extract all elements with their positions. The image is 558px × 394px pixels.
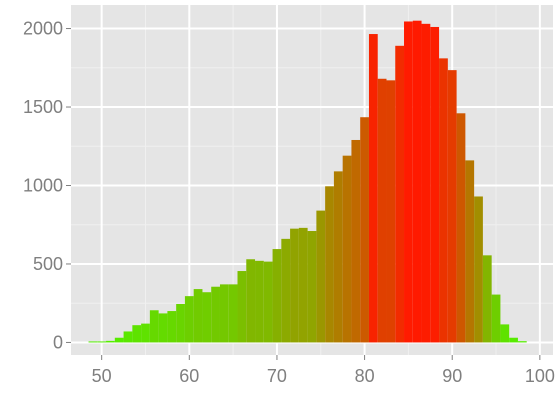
x-axis: 50 60 70 80 90 100 — [92, 355, 555, 386]
histogram-bar — [219, 284, 229, 343]
x-tick-label: 80 — [355, 366, 375, 386]
histogram-bar — [246, 259, 256, 343]
histogram-bar — [351, 139, 361, 343]
y-tick-label: 1000 — [23, 175, 63, 195]
histogram-bar — [237, 271, 247, 343]
histogram-bar — [307, 231, 317, 343]
histogram-bar — [114, 337, 124, 343]
histogram-bar — [123, 331, 133, 343]
histogram-bar — [141, 323, 150, 343]
x-tick-label: 90 — [442, 366, 462, 386]
histogram-bar — [360, 117, 369, 343]
histogram-bar — [272, 249, 282, 343]
y-tick-label: 0 — [53, 332, 63, 352]
histogram-bar — [158, 313, 168, 343]
histogram-bar — [500, 324, 510, 343]
histogram-bar — [439, 58, 448, 343]
histogram-bar — [184, 296, 194, 343]
histogram-bar — [88, 341, 98, 343]
histogram-bar — [412, 20, 422, 343]
x-tick-label: 70 — [267, 366, 287, 386]
histogram-bar — [298, 227, 308, 343]
histogram-bar — [228, 284, 238, 343]
histogram-bar — [404, 21, 413, 343]
histogram-bar — [456, 113, 466, 343]
histogram-bar — [342, 155, 352, 343]
histogram-bar — [465, 160, 475, 343]
y-axis: 0 500 1000 1500 2000 — [23, 19, 71, 352]
histogram-bar — [509, 337, 518, 343]
y-tick-label: 500 — [33, 254, 63, 274]
histogram-bar — [368, 34, 378, 343]
histogram-bar — [202, 292, 212, 343]
histogram-bar — [281, 238, 291, 343]
histogram-bar — [377, 78, 387, 343]
y-tick-label: 1500 — [23, 97, 63, 117]
histogram-bar — [386, 80, 396, 343]
histogram-bar — [421, 23, 431, 343]
histogram-bar — [132, 325, 142, 343]
histogram-bar — [491, 294, 501, 343]
histogram-bar — [482, 255, 492, 343]
y-tick-label: 2000 — [23, 19, 63, 39]
histogram-bar — [106, 340, 115, 343]
x-tick-label: 50 — [92, 366, 112, 386]
histogram-bar — [193, 289, 203, 343]
histogram-bar — [395, 45, 405, 343]
histogram-bars — [88, 20, 527, 343]
histogram-bar — [211, 286, 220, 343]
x-tick-label: 100 — [525, 366, 555, 386]
histogram-bar — [290, 228, 299, 343]
histogram-bar — [325, 186, 334, 343]
histogram-bar — [263, 261, 273, 343]
histogram-bar — [255, 260, 264, 343]
histogram-bar — [316, 210, 326, 343]
histogram-bar — [447, 70, 457, 343]
histogram-bar — [333, 171, 343, 343]
histogram-bar — [176, 303, 185, 343]
x-tick-label: 60 — [179, 366, 199, 386]
histogram-bar — [97, 341, 107, 343]
histogram-bar — [517, 341, 527, 343]
histogram-bar — [430, 26, 440, 343]
histogram-bar — [474, 196, 483, 343]
histogram-bar — [149, 310, 159, 343]
histogram-bar — [167, 311, 177, 343]
